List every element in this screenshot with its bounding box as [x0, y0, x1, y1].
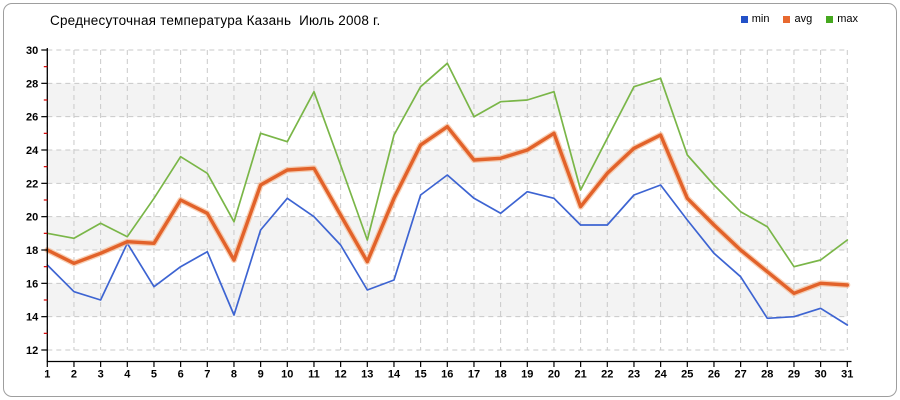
- x-tick-label: 10: [281, 369, 293, 381]
- x-tick-label: 7: [204, 369, 210, 381]
- x-tick-label: 23: [628, 369, 640, 381]
- legend-item-max: max: [826, 13, 858, 25]
- x-tick-label: 2: [71, 369, 77, 381]
- legend-marker-min-icon: [740, 15, 748, 23]
- x-tick-label: 24: [655, 369, 668, 381]
- x-tick-label: 13: [361, 369, 373, 381]
- y-tick-label: 26: [26, 112, 38, 124]
- x-tick-label: 29: [788, 369, 800, 381]
- x-tick-label: 19: [521, 369, 533, 381]
- x-tick-label: 15: [415, 369, 427, 381]
- x-tick-label: 1: [44, 369, 50, 381]
- legend: min avg max: [740, 13, 858, 25]
- x-tick-label: 18: [495, 369, 507, 381]
- x-tick-label: 21: [575, 369, 587, 381]
- x-tick-label: 12: [335, 369, 347, 381]
- x-tick-label: 4: [124, 369, 131, 381]
- x-tick-label: 6: [178, 369, 184, 381]
- x-tick-label: 16: [441, 369, 453, 381]
- y-tick-label: 18: [26, 245, 38, 257]
- x-tick-label: 26: [708, 369, 720, 381]
- chart-title: Среднесуточная температура Казань Июль 2…: [50, 13, 381, 28]
- x-tick-label: 28: [761, 369, 773, 381]
- x-tick-label: 5: [151, 369, 157, 381]
- x-tick-label: 22: [601, 369, 613, 381]
- x-tick-label: 8: [231, 369, 237, 381]
- legend-label-max: max: [837, 13, 858, 25]
- legend-marker-max-icon: [826, 15, 834, 23]
- y-tick-label: 14: [26, 312, 39, 324]
- x-tick-label: 17: [468, 369, 480, 381]
- legend-marker-avg-icon: [783, 15, 791, 23]
- y-tick-label: 16: [26, 278, 38, 290]
- x-tick-label: 31: [841, 369, 853, 381]
- x-tick-label: 30: [815, 369, 827, 381]
- series-avg-line: [45, 124, 849, 295]
- x-tick-label: 9: [258, 369, 264, 381]
- x-tick-label: 27: [735, 369, 747, 381]
- legend-label-min: min: [751, 13, 770, 25]
- y-tick-label: 12: [26, 345, 38, 357]
- y-tick-label: 28: [26, 78, 38, 90]
- x-tick-label: 20: [548, 369, 560, 381]
- legend-item-min: min: [740, 13, 770, 25]
- y-tick-label: 22: [26, 178, 38, 190]
- x-tick-label: 3: [98, 369, 104, 381]
- legend-item-avg: avg: [783, 13, 812, 25]
- y-tick-label: 24: [26, 145, 39, 157]
- x-tick-label: 14: [388, 369, 401, 381]
- series-max-line: [46, 62, 849, 268]
- x-tick-label: 11: [308, 369, 320, 381]
- y-tick-label: 30: [26, 45, 38, 57]
- series-min-line: [46, 174, 849, 326]
- legend-label-avg: avg: [794, 13, 813, 25]
- y-tick-label: 20: [26, 212, 38, 224]
- x-tick-label: 25: [681, 369, 693, 381]
